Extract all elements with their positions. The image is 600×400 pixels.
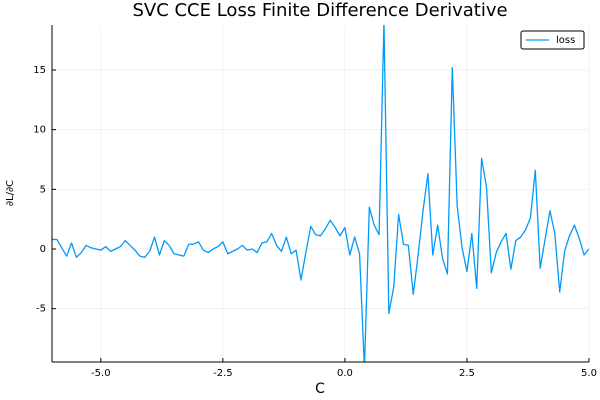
plot-area bbox=[52, 25, 589, 362]
y-tick-label: 0 bbox=[40, 244, 46, 255]
chart-title: SVC CCE Loss Finite Difference Derivativ… bbox=[132, 0, 507, 21]
grid: -5.0 -2.5 0.0 2.5 5.0 -5 0 5 10 15 bbox=[33, 25, 597, 379]
x-tick-label: -2.5 bbox=[213, 368, 233, 379]
x-tick-label: 5.0 bbox=[581, 368, 597, 379]
x-tick-label: 0.0 bbox=[337, 368, 353, 379]
y-tick-label: -5 bbox=[36, 304, 46, 315]
y-tick-label: 5 bbox=[40, 184, 46, 195]
data-line bbox=[52, 25, 589, 362]
legend: loss bbox=[520, 30, 585, 50]
x-axis-label: C bbox=[315, 381, 325, 397]
x-tick-label: -5.0 bbox=[91, 368, 111, 379]
y-axis-label: ∂L/∂C bbox=[5, 180, 16, 206]
legend-box bbox=[520, 30, 585, 50]
x-tick-label: 2.5 bbox=[459, 368, 475, 379]
y-tick-label: 15 bbox=[33, 65, 46, 76]
y-tick-label: 10 bbox=[33, 125, 46, 136]
legend-label: loss bbox=[556, 35, 575, 46]
